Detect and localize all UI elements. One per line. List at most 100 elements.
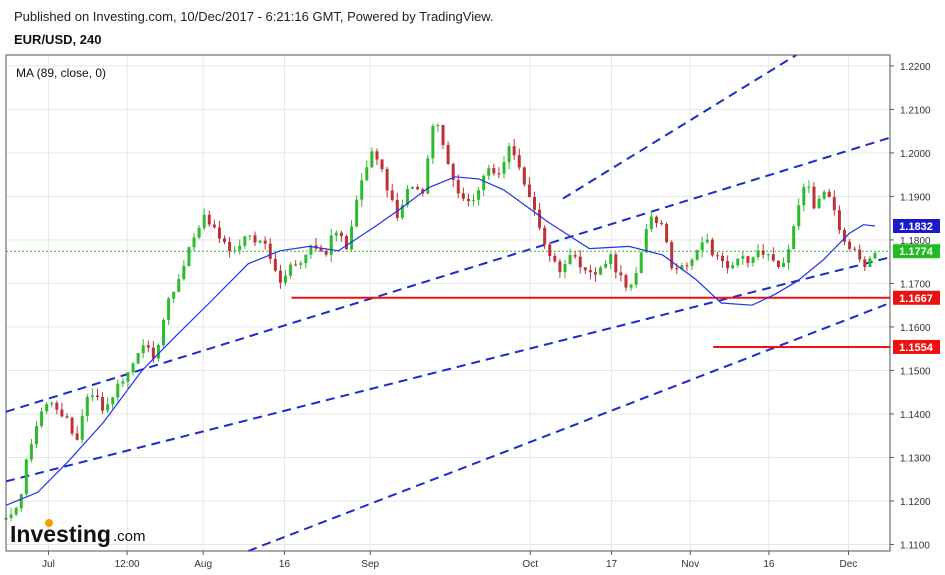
candle-body [223, 238, 227, 242]
gridlines [6, 55, 890, 551]
support-lines [291, 296, 890, 348]
candle-body [304, 254, 308, 264]
investing-logo: Investing .com [10, 519, 146, 547]
candle-body [837, 210, 841, 230]
candle-body [248, 235, 252, 237]
candle-body [299, 263, 303, 265]
candle-body [756, 250, 760, 258]
y-tick-label: 1.1200 [900, 497, 931, 508]
candle-body [670, 242, 674, 269]
candle-body [156, 345, 160, 359]
candles [4, 123, 877, 526]
candle-body [731, 265, 735, 269]
candle-body [502, 162, 506, 174]
candle-body [319, 248, 323, 252]
candle-body [817, 198, 821, 209]
candle-body [466, 198, 470, 202]
candle-body [19, 494, 23, 509]
channel-lines [5, 54, 891, 552]
candle-body [294, 264, 298, 266]
candle-body [441, 125, 445, 146]
indicator-label[interactable]: MA (89, close, 0) [16, 66, 106, 80]
candle-body [487, 168, 491, 176]
candle-body [187, 247, 191, 267]
candle-body [802, 186, 806, 206]
candle-body [34, 426, 38, 445]
candle-body [482, 175, 486, 191]
logo-wordmark: Investing [10, 521, 111, 547]
candle-body [263, 240, 267, 244]
candle-body [624, 275, 628, 288]
candle-body [705, 239, 709, 243]
candle-body [40, 411, 44, 427]
candle-body [639, 252, 643, 273]
price-axis[interactable]: 1.2200 1.2100 1.2000 1.1900 1.1800 1.1700 1.16… [890, 62, 931, 552]
published-caption: Published on Investing.com, 10/Dec/2017 … [14, 9, 494, 24]
candle-body [243, 236, 247, 246]
candle-body [111, 397, 115, 405]
candle-body [405, 188, 409, 206]
price-tag-support [893, 290, 940, 305]
candle-body [741, 256, 745, 259]
candle-body [680, 265, 684, 270]
candle-body [273, 258, 277, 271]
candle-body [258, 240, 262, 243]
candle-body [29, 444, 33, 460]
candle-body [853, 248, 857, 250]
candle-body [50, 402, 54, 405]
candle-body [70, 417, 74, 434]
candle-body [822, 191, 826, 199]
y-tick-label: 1.2200 [900, 62, 931, 73]
candle-body [116, 383, 120, 398]
candle-body [278, 270, 282, 283]
candle-body [172, 291, 176, 299]
candle-body [167, 298, 171, 320]
x-tick-label: Jul [42, 559, 55, 570]
candle-body [411, 187, 415, 189]
candle-body [746, 256, 750, 263]
x-tick-label: Sep [361, 559, 379, 570]
candle-body [619, 272, 623, 276]
candle-body [812, 186, 816, 209]
candle-body [370, 151, 374, 168]
candle-body [710, 239, 714, 256]
candle-body [497, 173, 501, 175]
candle-body [644, 229, 648, 253]
candle-body [182, 266, 186, 280]
candle-body [685, 265, 689, 267]
candle-body [436, 125, 440, 127]
candle-body [136, 353, 140, 364]
time-axis[interactable]: Jul 12:00 Aug 16 Sep Oct 17 Nov 16 Dec [42, 551, 857, 570]
candle-body [426, 158, 430, 194]
candle-body [45, 404, 49, 412]
candle-body [477, 190, 481, 200]
x-tick-label: Dec [840, 559, 858, 570]
price-tag-ma [893, 218, 940, 233]
candle-body [629, 284, 633, 288]
candle-body [766, 254, 770, 256]
candle-body [90, 395, 94, 397]
channel-line [5, 256, 891, 483]
candle-body [614, 254, 618, 273]
candle-body [461, 193, 465, 199]
candle-body [517, 155, 521, 168]
y-tick-label: 1.1400 [900, 410, 931, 421]
candle-body [60, 409, 64, 417]
candle-body [721, 255, 725, 262]
candle-body [832, 197, 836, 211]
candle-body [95, 395, 99, 398]
candle-body [360, 180, 364, 200]
candle-body [65, 416, 69, 418]
candle-body [776, 260, 780, 267]
candle-body [446, 145, 450, 164]
x-tick-label: Oct [522, 559, 538, 570]
candle-body [543, 227, 547, 245]
candle-body [604, 264, 608, 268]
candle-body [593, 272, 597, 275]
candle-body [558, 261, 562, 273]
candle-body [527, 184, 531, 198]
candle-body [675, 268, 679, 270]
candle-body [715, 255, 719, 257]
candle-body [202, 214, 206, 228]
